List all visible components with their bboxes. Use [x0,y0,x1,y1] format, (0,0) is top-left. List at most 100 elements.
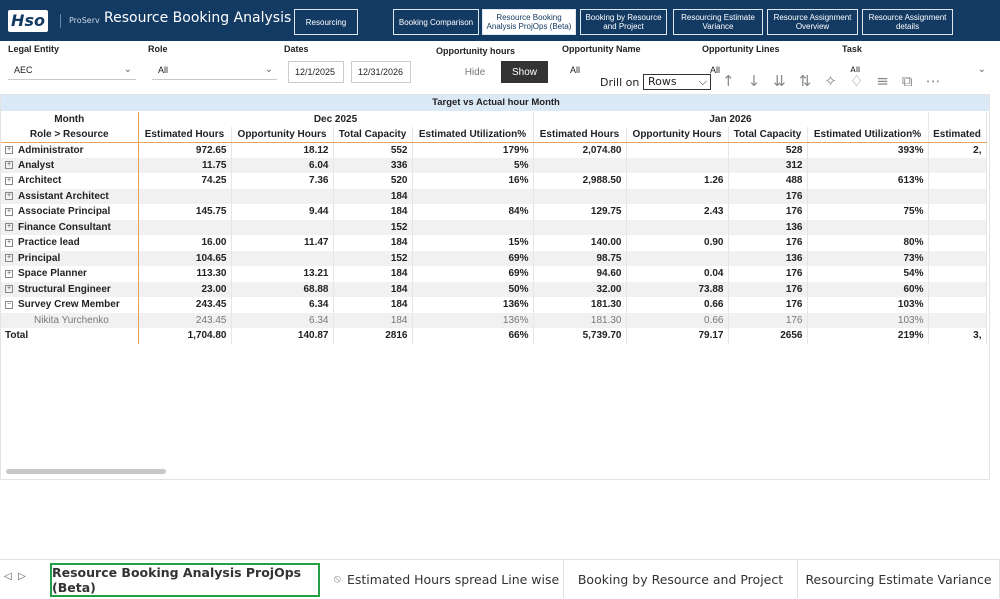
cell-value: 152 [391,253,408,264]
expand-icon[interactable]: + [5,254,13,262]
cell-value: 393% [898,145,924,156]
value-cell: 103% [807,297,928,313]
value-cell: 176 [728,235,807,251]
expand-icon[interactable]: + [5,223,13,231]
value-cell: 972.65 [138,142,231,158]
row-label: Survey Crew Member [18,299,120,310]
expand-icon[interactable]: + [5,192,13,200]
toggle-option[interactable]: Hide [452,61,498,83]
value-cell [412,220,533,236]
value-cell: 104.65 [138,251,231,267]
cell-value: 80% [903,237,923,248]
expand-icon[interactable]: + [5,270,13,278]
row: +Structural Engineer23.0068.8818450%32.0… [1,282,986,298]
value-cell: 60% [807,282,928,298]
value-cell: 140.00 [533,235,626,251]
filter-value: All [710,65,720,75]
row: +Practice lead16.0011.4718415%140.000.90… [1,235,986,251]
expand-icon[interactable]: + [5,177,13,185]
cell-value: 140.87 [298,330,329,341]
nav-button[interactable]: Resource Assignment details [862,9,953,35]
cell-value: 136 [786,253,803,264]
value-cell: 176 [728,266,807,282]
expand-icon[interactable]: + [5,285,13,293]
expand-icon[interactable]: + [5,239,13,247]
value-cell [412,189,533,205]
page-tab[interactable]: Resourcing Estimate Variance [798,560,1000,598]
value-cell: 528 [728,142,807,158]
cell-value: 94.60 [596,268,621,279]
cell-value: 6.04 [309,160,328,171]
value-cell [533,158,626,174]
cell-value: 184 [391,299,408,310]
tab-label: Resource Booking Analysis ProjOps (Beta) [52,565,318,595]
row-label: Total [5,330,28,341]
value-cell [533,220,626,236]
logo: Hso [8,10,48,32]
value-cell: 75% [807,204,928,220]
row: +Finance Consultant152136 [1,220,986,236]
expand-icon[interactable]: − [5,301,13,309]
nav-button[interactable]: Booking by Resource and Project [580,9,667,35]
expand-icon[interactable]: + [5,208,13,216]
filter-label: Opportunity Lines [702,44,780,54]
tab-label: Estimated Hours spread Line wise [347,572,559,587]
filter-dropdown[interactable]: AEC⌄ [8,63,136,80]
cell-value: 181.30 [591,315,622,326]
expand-icon[interactable]: + [5,161,13,169]
page-tab[interactable]: ⦸Estimated Hours spread Line wise [330,560,564,598]
value-cell [928,266,986,282]
toggle-option[interactable]: Show [501,61,548,83]
cell-value: 3, [973,330,981,341]
row-label: Analyst [18,160,54,171]
row-label-cell: +Finance Consultant [1,220,138,236]
filter-value: AEC [14,65,33,75]
page-tab[interactable]: Booking by Resource and Project [564,560,798,598]
nav-button[interactable]: Resource Booking Analysis ProjOps (Beta) [482,9,576,35]
value-cell [231,251,333,267]
cell-value: 18.12 [303,145,328,156]
scrollbar[interactable] [6,469,166,474]
cell-value: 2,074.80 [583,145,622,156]
value-cell [928,220,986,236]
expand-icon[interactable]: + [5,146,13,154]
matrix-visual: Target vs Actual hour Month MonthDec 202… [0,94,990,480]
cell-value: 1,704.80 [188,330,227,341]
row-label: Space Planner [18,268,87,279]
value-cell: 3, [928,328,986,344]
nav-button[interactable]: Booking Comparison [393,9,479,35]
tab-nav-arrows[interactable]: ◁ ▷ [4,571,26,582]
date-to[interactable]: 12/31/2026 [351,61,411,83]
header-row: Role > ResourceEstimated HoursOpportunit… [1,127,986,142]
nav-button[interactable]: Resourcing Estimate Variance [673,9,763,35]
nav-button[interactable]: Resource Assignment Overview [767,9,858,35]
row-label-cell: +Practice lead [1,235,138,251]
value-cell: 393% [807,142,928,158]
drill-select[interactable]: Rows⌵ [643,74,711,90]
cell-value: 2816 [385,330,407,341]
date-from[interactable]: 12/1/2025 [288,61,344,83]
value-cell: 69% [412,251,533,267]
value-cell: 9.44 [231,204,333,220]
report-title: Resource Booking Analysis [104,10,291,26]
cell-value: 0.66 [704,315,723,326]
cell-value: 243.45 [196,315,227,326]
value-cell: 13.21 [231,266,333,282]
cell-value: 181.30 [591,299,622,310]
period-header: Jan 2026 [533,112,928,127]
value-cell: 176 [728,313,807,329]
row: −Survey Crew Member243.456.34184136%181.… [1,297,986,313]
nav-button[interactable]: Resourcing [294,9,358,35]
visual-toolbar[interactable]: ↑↓⇊⇅✧♢≡⧉⋯ [722,72,992,90]
row-label: Structural Engineer [18,284,111,295]
value-cell [928,297,986,313]
child-row: Nikita Yurchenko243.456.34184136%181.300… [1,313,986,329]
value-cell: 98.75 [533,251,626,267]
page-tab[interactable]: Resource Booking Analysis ProjOps (Beta) [50,563,320,597]
row-label: Assistant Architect [18,191,109,202]
filter-dropdown[interactable]: All⌄ [152,63,277,80]
cell-value: 179% [503,145,529,156]
value-cell: 80% [807,235,928,251]
row-label-cell: + Structural Engineer [1,282,138,298]
